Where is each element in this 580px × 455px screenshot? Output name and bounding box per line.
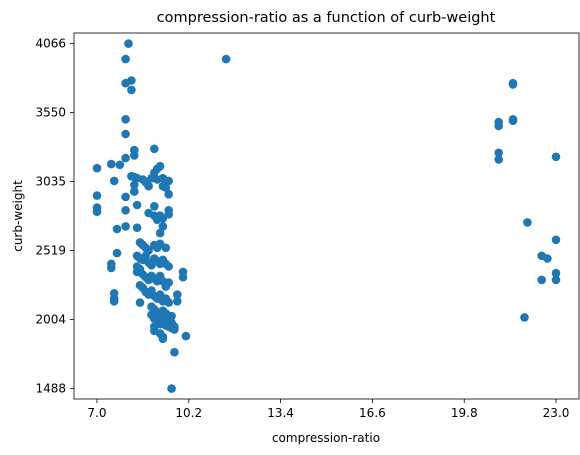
data-point bbox=[92, 163, 102, 173]
x-tick-label: 19.8 bbox=[451, 406, 478, 420]
data-point bbox=[158, 222, 168, 231]
data-point bbox=[132, 223, 142, 232]
data-point bbox=[170, 347, 179, 357]
data-point bbox=[161, 183, 171, 192]
data-point bbox=[167, 384, 176, 393]
x-tick-label: 10.2 bbox=[175, 406, 202, 420]
data-point bbox=[520, 313, 529, 322]
data-point bbox=[158, 334, 168, 344]
data-point bbox=[551, 152, 561, 162]
y-tick-label: 2519 bbox=[35, 244, 66, 258]
data-point bbox=[494, 148, 504, 158]
data-point bbox=[121, 206, 130, 215]
data-point bbox=[107, 159, 116, 169]
data-point bbox=[161, 243, 171, 253]
data-point bbox=[121, 153, 130, 163]
data-point bbox=[494, 155, 504, 164]
data-point bbox=[551, 235, 561, 245]
data-point bbox=[150, 202, 159, 211]
data-point bbox=[178, 272, 188, 282]
data-point bbox=[121, 192, 130, 202]
data-point bbox=[173, 297, 182, 306]
data-point bbox=[112, 248, 122, 258]
data-point bbox=[508, 116, 518, 125]
data-point bbox=[164, 298, 173, 307]
data-point bbox=[112, 224, 122, 234]
data-point bbox=[130, 180, 139, 190]
data-point bbox=[115, 160, 125, 170]
x-axis-label: compression-ratio bbox=[272, 431, 380, 445]
data-point bbox=[132, 200, 142, 210]
data-point bbox=[221, 54, 231, 64]
data-point bbox=[543, 254, 552, 263]
data-point bbox=[508, 80, 518, 89]
data-point bbox=[537, 275, 546, 285]
data-point bbox=[164, 190, 173, 199]
data-point bbox=[181, 331, 191, 341]
y-tick-label: 4066 bbox=[35, 37, 66, 51]
chart-title: compression-ratio as a function of curb-… bbox=[157, 10, 496, 26]
data-point bbox=[164, 262, 173, 271]
x-tick-label: 16.6 bbox=[359, 406, 386, 420]
data-point bbox=[173, 290, 182, 299]
data-point bbox=[141, 251, 150, 261]
data-point bbox=[127, 76, 136, 85]
y-tick-label: 3035 bbox=[35, 175, 66, 189]
data-point bbox=[121, 222, 130, 231]
data-point bbox=[127, 85, 136, 95]
data-point bbox=[150, 144, 159, 154]
x-tick-label: 13.4 bbox=[267, 406, 294, 420]
data-point bbox=[551, 268, 561, 278]
points-layer bbox=[92, 39, 561, 393]
data-point bbox=[109, 297, 119, 306]
data-point bbox=[551, 275, 561, 285]
x-tick-label: 7.0 bbox=[87, 406, 106, 420]
y-tick-label: 3550 bbox=[35, 106, 66, 120]
data-point bbox=[135, 298, 145, 307]
data-point bbox=[121, 115, 130, 124]
data-point bbox=[130, 151, 139, 160]
data-point bbox=[92, 191, 102, 200]
y-axis: 1488 2004 2519 3035 3550 4066 bbox=[35, 37, 74, 396]
data-point bbox=[121, 54, 130, 64]
y-axis-label: curb-weight bbox=[11, 180, 25, 252]
data-point bbox=[164, 176, 173, 186]
data-point bbox=[155, 161, 165, 171]
data-point bbox=[130, 187, 139, 196]
data-point bbox=[121, 129, 130, 139]
data-point bbox=[124, 39, 133, 48]
data-point bbox=[92, 207, 102, 216]
x-tick-label: 23.0 bbox=[543, 406, 570, 420]
data-point bbox=[164, 278, 173, 287]
y-tick-label: 1488 bbox=[35, 382, 66, 396]
data-point bbox=[109, 176, 119, 186]
data-point bbox=[167, 323, 176, 333]
x-axis: 7.0 10.2 13.4 16.6 19.8 23.0 bbox=[87, 399, 569, 420]
data-point bbox=[523, 218, 532, 227]
data-point bbox=[494, 121, 504, 131]
y-tick-label: 2004 bbox=[35, 313, 66, 327]
plot-frame bbox=[73, 32, 580, 400]
data-point bbox=[107, 263, 116, 273]
data-point bbox=[167, 311, 176, 321]
data-point bbox=[164, 206, 173, 215]
data-point bbox=[144, 181, 153, 191]
data-point bbox=[155, 228, 165, 238]
